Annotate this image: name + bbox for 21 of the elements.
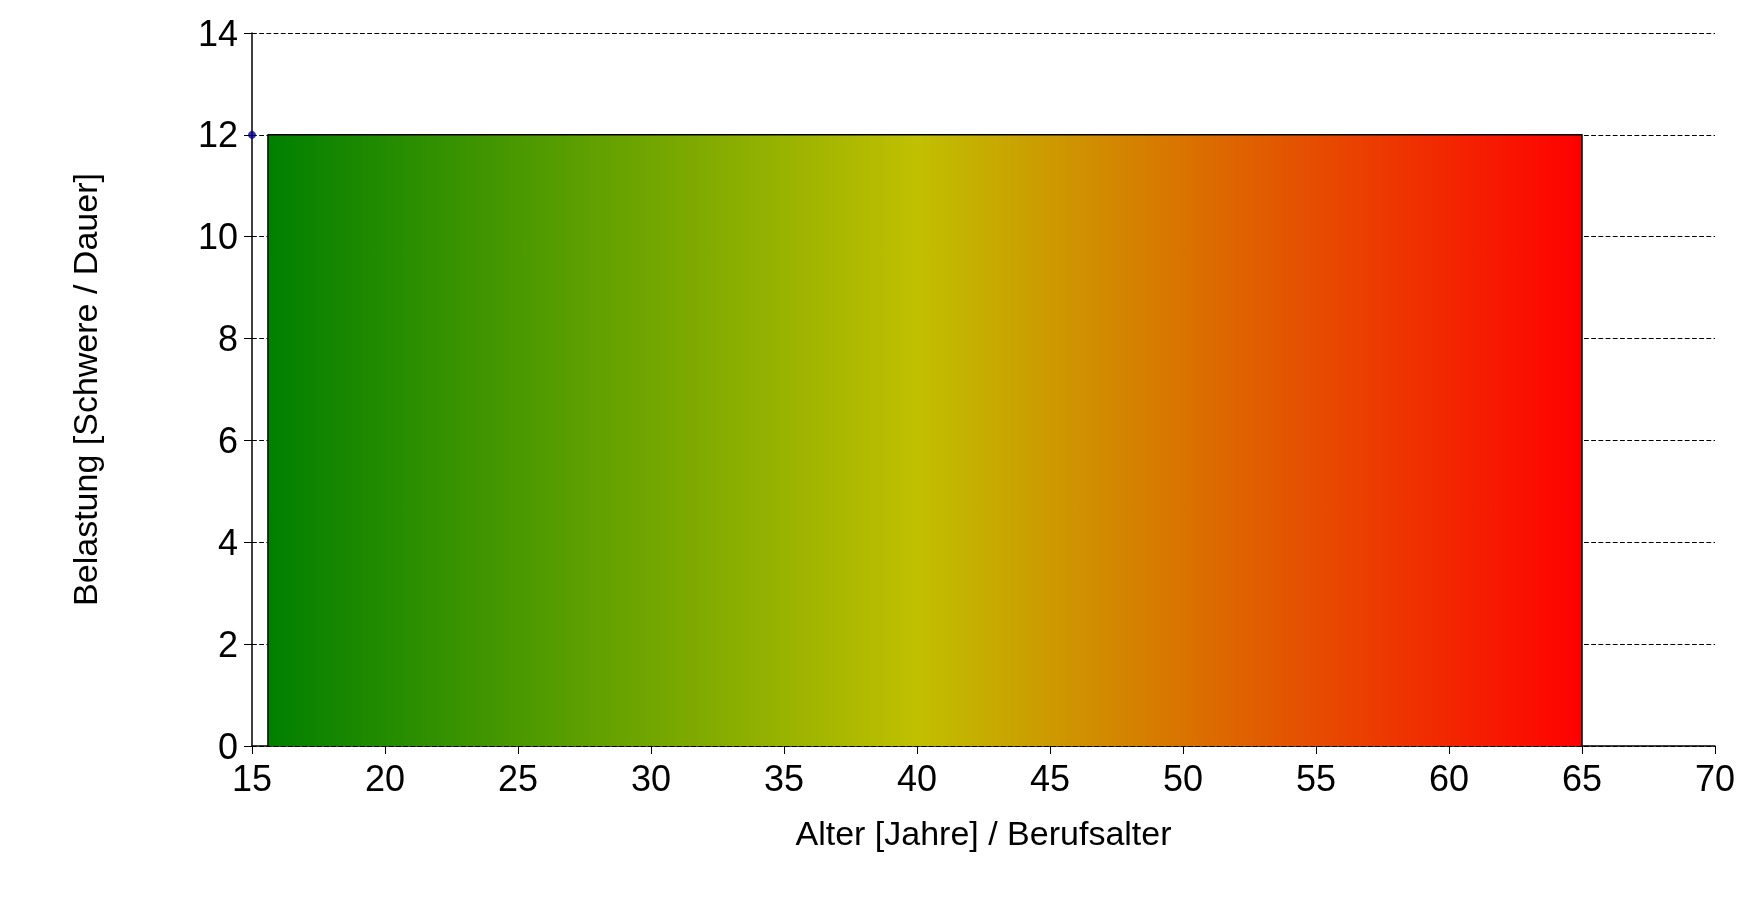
y-tick-label: 2 (217, 623, 238, 665)
x-tick-label: 50 (1162, 757, 1204, 799)
x-tick-label: 35 (763, 757, 805, 799)
x-tick-label: 45 (1029, 757, 1071, 799)
x-tick-label: 30 (630, 757, 672, 799)
y-tick-label: 10 (197, 216, 238, 258)
y-tick-label: 8 (217, 318, 238, 360)
y-tick-label: 14 (197, 12, 238, 54)
x-tick-label: 25 (497, 757, 539, 799)
x-tick-label: 70 (1694, 757, 1736, 799)
x-tick-label: 65 (1561, 757, 1603, 799)
y-axis-title: Belastung [Schwere / Dauer] (66, 173, 104, 606)
y-tick-label: 0 (217, 725, 238, 767)
x-axis-title: Alter [Jahre] / Berufsalter (795, 814, 1172, 852)
x-tick-label: 20 (364, 757, 406, 799)
y-tick-label: 4 (217, 521, 238, 563)
y-tick-label: 12 (197, 114, 238, 156)
y-tick-label: 6 (217, 419, 238, 461)
x-tick-label: 55 (1295, 757, 1337, 799)
x-tick-label: 60 (1428, 757, 1470, 799)
x-tick-label: 40 (896, 757, 938, 799)
